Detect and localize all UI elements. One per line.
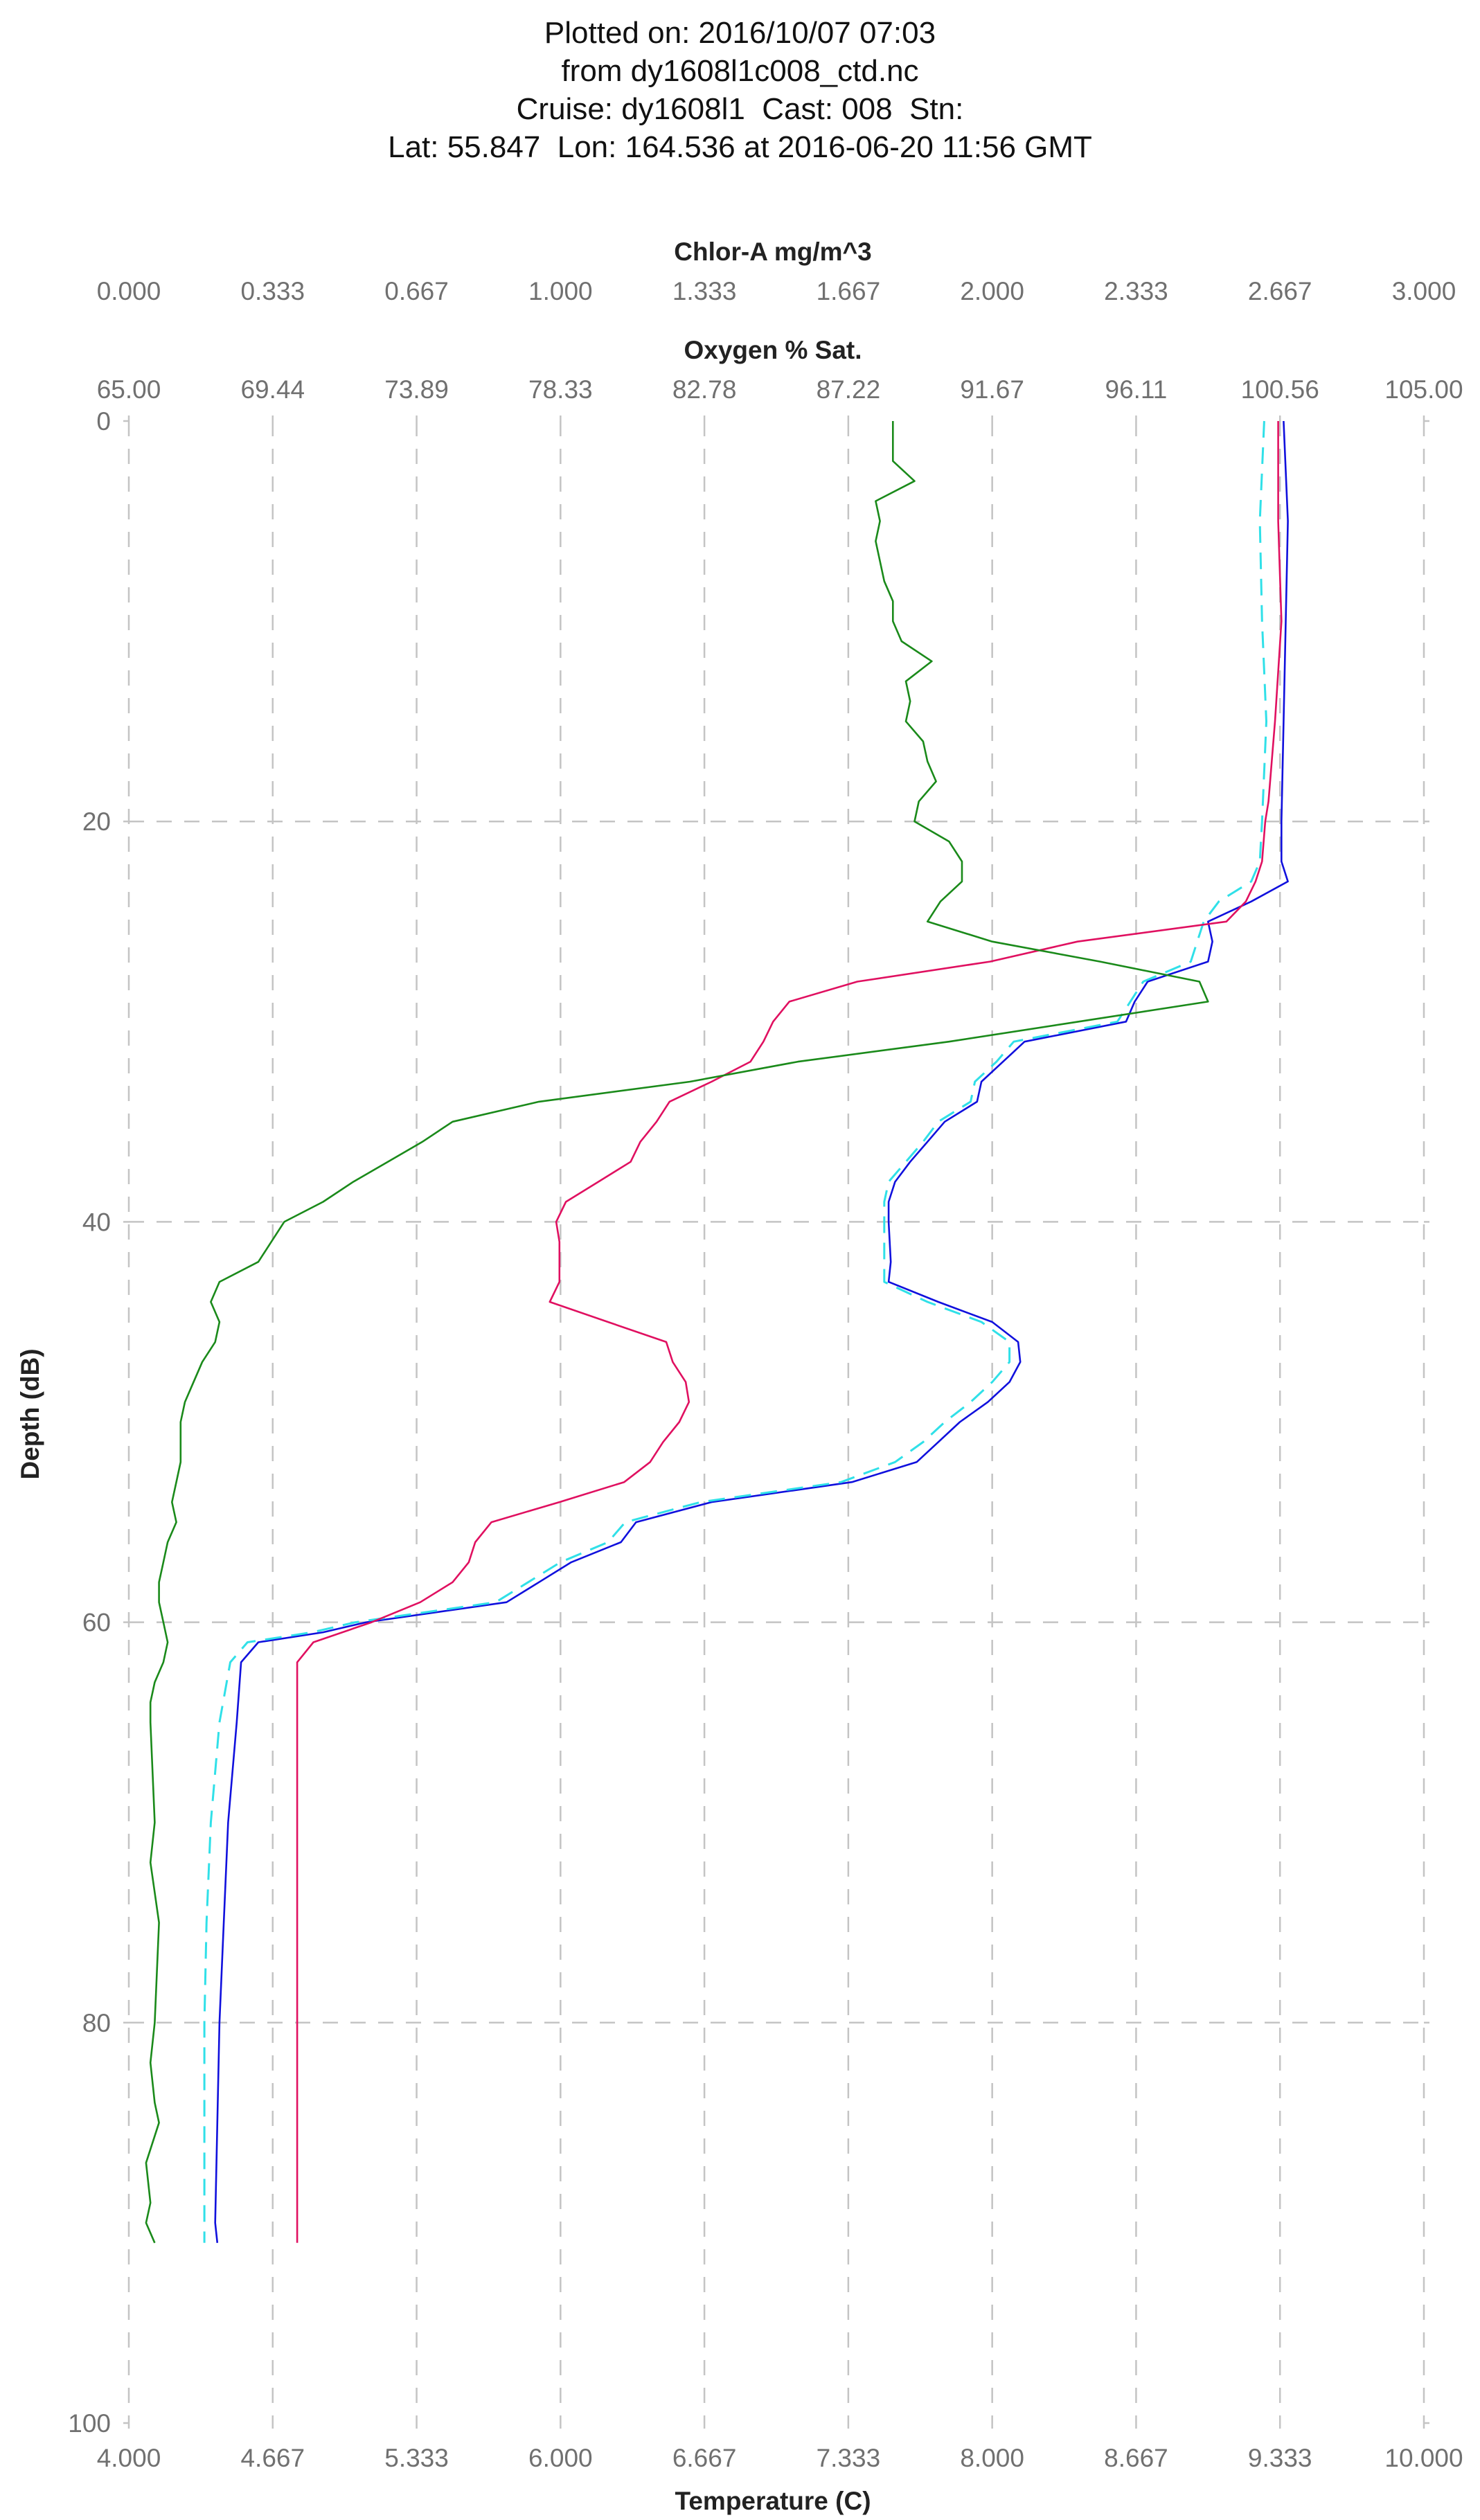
- oxygen-tick-label: 82.78: [672, 375, 737, 404]
- plot-title-block: Plotted on: 2016/10/07 07:03 from dy1608…: [0, 14, 1480, 166]
- temperature-tick-label: 7.333: [817, 2444, 881, 2472]
- depth-tick-label: 40: [82, 1208, 111, 1236]
- chlorophyll-tick-label: 2.000: [960, 277, 1024, 305]
- chlorophyll-tick-label: 2.667: [1248, 277, 1312, 305]
- temperature-tick-label: 6.000: [528, 2444, 593, 2472]
- oxygen-tick-label: 73.89: [384, 375, 449, 404]
- axis-label-temperature: Temperature (C): [675, 2487, 871, 2515]
- oxygen-tick-label: 105.00: [1384, 375, 1463, 404]
- chlorophyll-tick-label: 0.333: [240, 277, 305, 305]
- temperature-tick-label: 4.667: [240, 2444, 305, 2472]
- chlorophyll-tick-label: 2.333: [1104, 277, 1168, 305]
- axis-label-oxygen: Oxygen % Sat.: [684, 336, 862, 364]
- chlorophyll-tick-label: 0.000: [97, 277, 161, 305]
- axes: 4.000 4.667 5.333 6.000 6.667 7.333 8.000 8.667…: [68, 277, 1463, 2472]
- oxygen-tick-label: 69.44: [240, 375, 305, 404]
- chlorophyll-tick-label: 1.333: [672, 277, 737, 305]
- oxygen-tick-label: 65.00: [97, 375, 161, 404]
- axis-label-chlorophyll: Chlor-A mg/m^3: [674, 238, 871, 266]
- temperature-tick-label: 10.000: [1384, 2444, 1463, 2472]
- chlorophyll-profile-line: [145, 421, 1209, 2244]
- depth-tick-label: 60: [82, 1609, 111, 1637]
- title-line-position-time: Lat: 55.847 Lon: 164.536 at 2016-06-20 1…: [388, 130, 1092, 164]
- data-series: [145, 420, 1289, 2244]
- temperature-tick-label: 6.667: [672, 2444, 737, 2472]
- temperature-tick-label: 8.667: [1104, 2444, 1168, 2472]
- chlorophyll-tick-label: 3.000: [1392, 277, 1456, 305]
- temperature-profile-line: [203, 420, 1267, 2243]
- depth-tick-label: 80: [82, 2009, 111, 2037]
- depth-tick-label: 20: [82, 807, 111, 836]
- oxygen-tick-label: 91.67: [960, 375, 1024, 404]
- temperature-tick-label: 9.333: [1248, 2444, 1312, 2472]
- depth-tick-label: 100: [68, 2409, 111, 2438]
- temperature-tick-label: 8.000: [960, 2444, 1024, 2472]
- chlorophyll-tick-label: 1.667: [817, 277, 881, 305]
- title-line-plotted-on: Plotted on: 2016/10/07 07:03: [544, 16, 936, 50]
- title-line-source-file: from dy1608l1c008_ctd.nc: [561, 54, 919, 88]
- temperature-tick-label: 4.000: [97, 2444, 161, 2472]
- axis-label-depth: Depth (dB): [16, 1348, 44, 1479]
- oxygen-profile-line: [296, 421, 1283, 2243]
- depth-tick-label: 0: [96, 407, 111, 436]
- oxygen-tick-label: 96.11: [1105, 375, 1168, 404]
- temperature-tick-label: 5.333: [384, 2444, 449, 2472]
- title-line-cruise-cast: Cruise: dy1608l1 Cast: 008 Stn:: [516, 92, 964, 126]
- oxygen-tick-label: 87.22: [817, 375, 881, 404]
- oxygen-tick-label: 78.33: [528, 375, 593, 404]
- chlorophyll-tick-label: 0.667: [384, 277, 449, 305]
- chlorophyll-tick-label: 1.000: [528, 277, 593, 305]
- oxygen-tick-label: 100.56: [1241, 375, 1319, 404]
- temperature-profile-line: [214, 420, 1289, 2243]
- grid-lines: [127, 421, 1425, 2423]
